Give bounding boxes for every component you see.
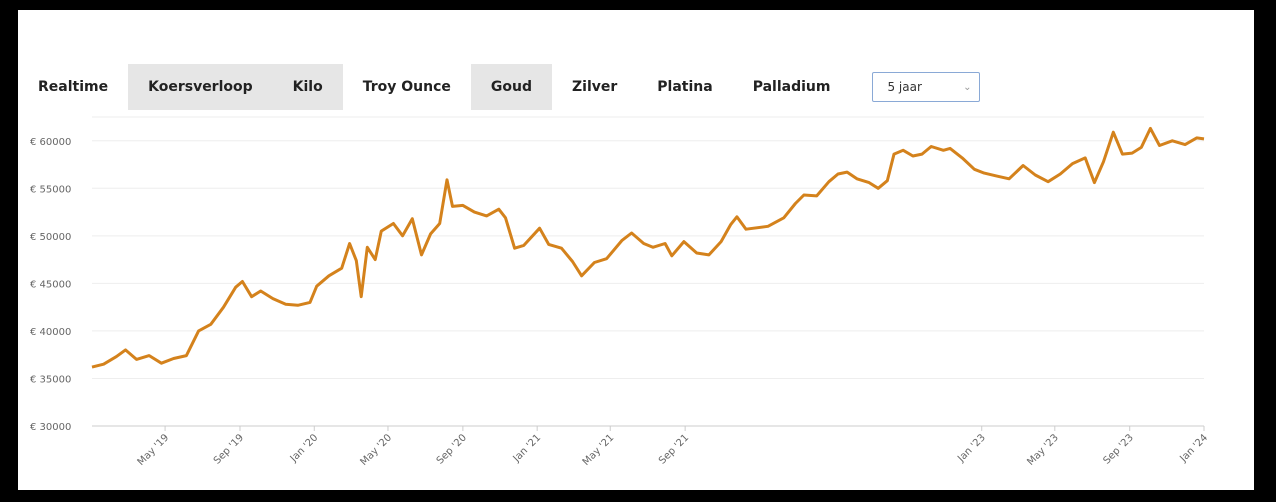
tab-goud[interactable]: Goud: [470, 64, 553, 110]
tab-koersverloop[interactable]: Koersverloop: [128, 64, 273, 110]
tab-zilver[interactable]: Zilver: [572, 79, 618, 95]
tab-palladium[interactable]: Palladium: [752, 79, 831, 95]
y-tick-label: € 45000: [30, 279, 71, 290]
x-tick-label: Jan '20: [288, 432, 321, 465]
y-tick-label: € 55000: [30, 184, 71, 195]
gold-price-line: [91, 126, 1205, 369]
x-tick-label: May '19: [136, 432, 172, 468]
chart-series: [91, 126, 1205, 369]
x-tick-label: Jan '23: [955, 432, 988, 465]
chart-panel: Realtime Koersverloop Kilo Troy Ounce Go…: [18, 10, 1254, 490]
y-tick-label: € 40000: [30, 327, 71, 338]
y-tick-label: € 60000: [30, 137, 71, 148]
x-tick-label: Jan '24: [1178, 432, 1211, 465]
tab-troy-ounce[interactable]: Troy Ounce: [362, 79, 451, 95]
x-tick-label: Sep '23: [1102, 432, 1136, 466]
y-tick-label: € 35000: [30, 374, 71, 385]
y-tick-label: € 30000: [30, 422, 71, 433]
x-tick-label: Sep '19: [212, 432, 246, 466]
x-tick-label: May '23: [1025, 432, 1061, 468]
period-select[interactable]: 5 jaar ⌄: [872, 72, 981, 102]
x-tick-label: Sep '20: [435, 432, 469, 466]
tab-kilo[interactable]: Kilo: [272, 64, 343, 110]
tab-realtime[interactable]: Realtime: [38, 79, 109, 95]
tab-platina[interactable]: Platina: [657, 79, 713, 95]
x-tick-label: May '20: [358, 432, 394, 468]
price-chart: € 30000 € 35000 € 40000 € 45000 € 50000 € 550…: [30, 116, 1211, 468]
period-select-value: 5 jaar: [887, 80, 922, 94]
x-tick-label: Jan '21: [511, 432, 544, 465]
chevron-down-icon: ⌄: [963, 81, 972, 93]
y-tick-label: € 50000: [30, 232, 71, 243]
x-axis-ticks: May '19 Sep '19 Jan '20 May '20 Sep '20 Jan '…: [136, 426, 1211, 468]
x-tick-label: Sep '21: [657, 432, 691, 466]
y-axis-ticks: € 30000 € 35000 € 40000 € 45000 € 50000 € 550…: [30, 137, 71, 433]
x-tick-label: May '21: [581, 432, 617, 468]
tab-bar: Realtime Koersverloop Kilo Troy Ounce Go…: [18, 64, 981, 110]
chart-grid: [92, 116, 1204, 427]
